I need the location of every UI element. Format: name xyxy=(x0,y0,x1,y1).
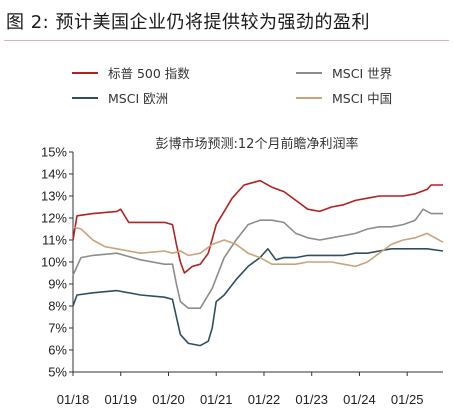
y-tick-label: 9% xyxy=(48,277,67,292)
x-tick-label: 01/22 xyxy=(248,392,281,407)
legend-item-sp500: 标普 500 指数 xyxy=(72,63,190,82)
y-tick-label: 7% xyxy=(48,321,67,336)
y-tick-label: 14% xyxy=(41,167,67,182)
x-tick-label: 01/19 xyxy=(104,392,137,407)
x-tick-label: 01/24 xyxy=(343,392,376,407)
legend-swatch-msci-world xyxy=(296,71,322,74)
x-tick-label: 01/23 xyxy=(295,392,328,407)
series-line-msci-world xyxy=(72,208,443,309)
legend-label-msci-world: MSCI 世界 xyxy=(332,66,393,81)
legend-label-sp500: 标普 500 指数 xyxy=(108,66,190,81)
y-tick-label: 12% xyxy=(41,211,67,226)
x-tick-label: 01/20 xyxy=(152,392,185,407)
legend-swatch-sp500 xyxy=(72,71,98,74)
legend-item-msci-china: MSCI 中国 xyxy=(296,88,392,107)
series-line-msci-europe xyxy=(72,248,444,347)
y-tick-label: 11% xyxy=(42,233,67,248)
series-lines xyxy=(72,179,444,347)
series-line-sp500 xyxy=(72,179,443,274)
legend-swatch-msci-china xyxy=(296,96,322,99)
y-tick-label: 13% xyxy=(41,189,67,204)
y-tick-label: 10% xyxy=(41,255,67,270)
legend-swatch-msci-europe xyxy=(72,96,98,99)
x-tick-label: 01/25 xyxy=(391,392,424,407)
y-tick-label: 6% xyxy=(48,343,67,358)
legend-item-msci-europe: MSCI 欧洲 xyxy=(72,88,168,107)
legend-label-msci-europe: MSCI 欧洲 xyxy=(108,91,169,106)
title-divider xyxy=(4,40,449,41)
y-tick-label: 8% xyxy=(48,299,67,314)
axes: 5% 6% 7% 8% 9% 10% 11% 12% 13% 14% 15% 01/18 01/19 01… xyxy=(41,145,443,407)
chart-legend: 标普 500 指数 MSCI 世界 MSCI 欧洲 MSCI 中国 xyxy=(0,0,453,120)
legend-label-msci-china: MSCI 中国 xyxy=(332,91,393,106)
y-tick-label: 15% xyxy=(41,145,67,160)
x-tick-label: 01/21 xyxy=(200,392,233,407)
series-line-msci-china xyxy=(72,226,444,268)
x-tick-label: 01/18 xyxy=(57,392,90,407)
figure-title: 图 2: 预计美国企业仍将提供较为强劲的盈利 xyxy=(6,12,370,33)
legend-item-msci-world: MSCI 世界 xyxy=(296,63,392,82)
y-tick-label: 5% xyxy=(48,365,67,380)
chart-subtitle: 彭博市场预测:12个月前瞻净利润率 xyxy=(156,136,359,152)
